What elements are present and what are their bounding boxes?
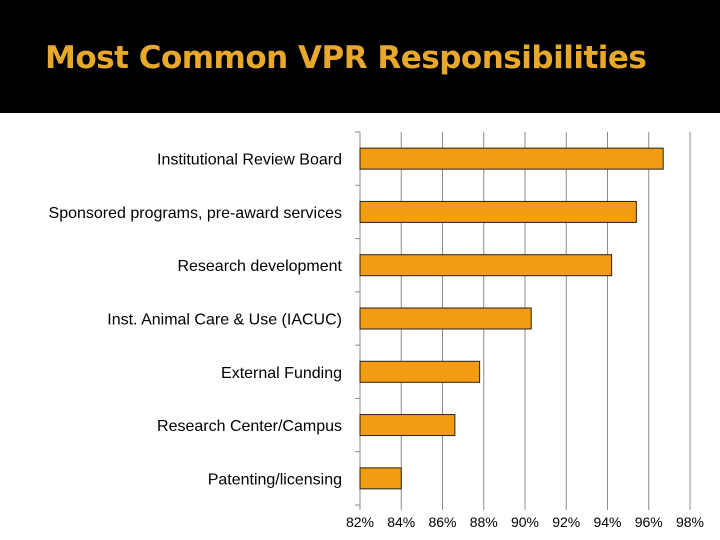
category-label: Research development	[177, 258, 342, 275]
slide-title: Most Common VPR Responsibilities	[45, 40, 647, 76]
category-label: External Funding	[221, 365, 342, 382]
category-label: Inst. Animal Care & Use (IACUC)	[107, 312, 342, 329]
category-label: Sponsored programs, pre-award services	[49, 205, 342, 222]
title-bar: Most Common VPR Responsibilities	[0, 0, 720, 113]
bar	[359, 360, 481, 383]
x-tick-label: 90%	[511, 514, 539, 530]
x-tick-label: 84%	[387, 514, 415, 530]
x-tick-label: 82%	[346, 514, 374, 530]
x-tick-label: 98%	[676, 514, 704, 530]
x-tick-label: 92%	[552, 514, 580, 530]
bar-chart: 82% 84% 86% 88% 90% 92% 94% 96% 98% Institutional…	[49, 131, 704, 530]
x-tick-label: 94%	[593, 514, 621, 530]
bar	[359, 147, 664, 170]
bar	[359, 307, 532, 330]
bar	[359, 200, 637, 223]
bar	[359, 467, 402, 490]
category-label: Research Center/Campus	[157, 418, 342, 435]
bar	[359, 414, 456, 437]
x-tick-label: 88%	[470, 514, 498, 530]
bar	[359, 254, 613, 277]
category-label: Patenting/licensing	[208, 471, 342, 488]
x-tick-label: 86%	[428, 514, 456, 530]
category-label: Institutional Review Board	[157, 152, 342, 169]
x-tick-label: 96%	[635, 514, 663, 530]
